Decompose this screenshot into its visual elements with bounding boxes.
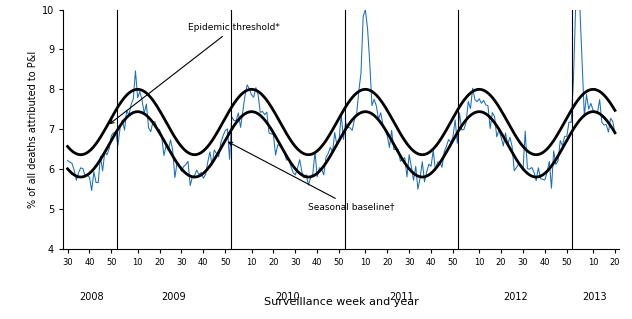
Y-axis label: % of all deaths attributed to P&I: % of all deaths attributed to P&I <box>28 51 38 208</box>
Text: 2010: 2010 <box>276 292 300 302</box>
X-axis label: Surveillance week and year: Surveillance week and year <box>264 297 418 308</box>
Text: Seasonal baseline†: Seasonal baseline† <box>229 142 395 211</box>
Text: 2013: 2013 <box>582 292 607 302</box>
Text: 2008: 2008 <box>80 292 104 302</box>
Text: 2012: 2012 <box>503 292 528 302</box>
Text: Epidemic threshold*: Epidemic threshold* <box>110 23 280 123</box>
Text: 2009: 2009 <box>161 292 186 302</box>
Text: 2011: 2011 <box>389 292 414 302</box>
